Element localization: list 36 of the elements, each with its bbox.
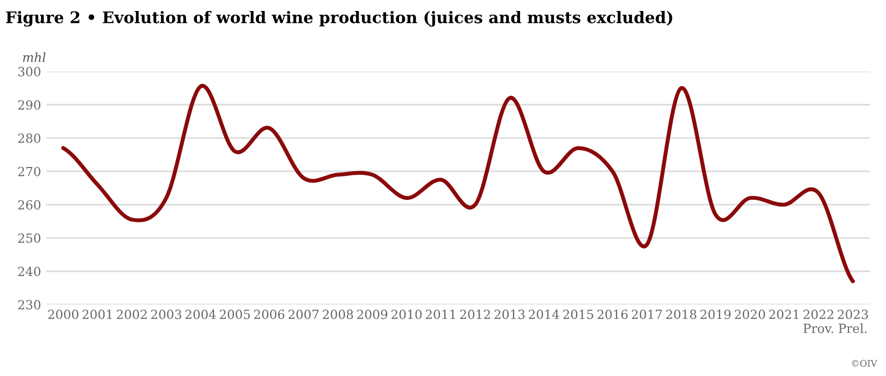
x-tick-label: 2009: [357, 310, 388, 320]
text: ©OIV: [852, 360, 878, 367]
x-tick-label: 2020: [734, 310, 765, 320]
y-tick-label: 290: [18, 100, 40, 110]
x-tick-label: 2016: [598, 310, 628, 320]
x-tick-label: 2008: [322, 310, 353, 320]
y-tick-label: 250: [18, 233, 40, 243]
x-tick-label: 2001: [82, 310, 112, 320]
x-tick-label: 2014: [528, 310, 560, 320]
y-tick-label: 240: [18, 266, 40, 276]
chart-title: Figure 2 • Evolution of world wine production (juices and musts excluded): [6, 10, 672, 27]
y-tick-label: 260: [18, 200, 40, 210]
x-tick-label: 2021: [769, 310, 798, 320]
x-tick-label: 2017: [632, 310, 662, 320]
y-tick-label: 230: [18, 300, 40, 310]
y-tick-label: 280: [18, 134, 40, 143]
x-tick-label: 2019: [700, 310, 731, 320]
x-tick-label: 2007: [288, 310, 319, 320]
x-tick-label: 2004: [186, 310, 216, 320]
x-tick-label: 2005: [220, 310, 250, 320]
x-tick-label: 2012: [460, 310, 490, 320]
x-tick-label: 2023 Prel.: [838, 310, 868, 334]
x-tick-label: 2002: [116, 310, 147, 320]
x-tick-label: 2013: [494, 310, 525, 320]
x-tick-label: 2015: [563, 310, 594, 320]
y-tick-label: 300: [18, 66, 40, 76]
x-tick-label: 2022 Prov.: [803, 310, 834, 334]
x-tick-label: 2018: [666, 310, 696, 320]
y-tick-label: 270: [18, 166, 40, 176]
line-series: [61, 84, 855, 284]
x-tick-label: 2003: [151, 310, 182, 320]
x-tick-label: 2006: [254, 310, 284, 320]
x-tick-label: 2010: [392, 310, 422, 320]
y-axis-title: mhl: [23, 52, 46, 62]
x-tick-label: 2011: [426, 310, 456, 320]
x-tick-label: 2000: [48, 310, 78, 320]
